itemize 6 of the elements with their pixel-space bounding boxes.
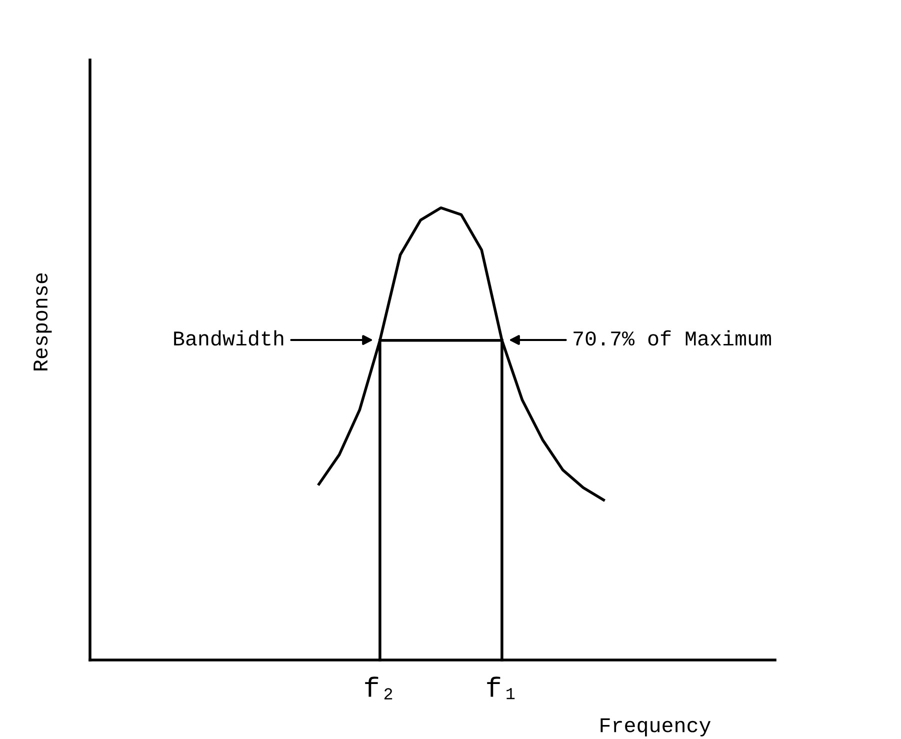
x-tick-label: f₁ <box>487 676 515 700</box>
x-axis-title: Frequency <box>600 718 711 736</box>
text: Bandwidth <box>174 330 284 346</box>
annotation: 70.7% of Maximum <box>574 330 771 346</box>
x-tick-label: f₂ <box>365 676 392 700</box>
text: Response <box>34 273 52 370</box>
